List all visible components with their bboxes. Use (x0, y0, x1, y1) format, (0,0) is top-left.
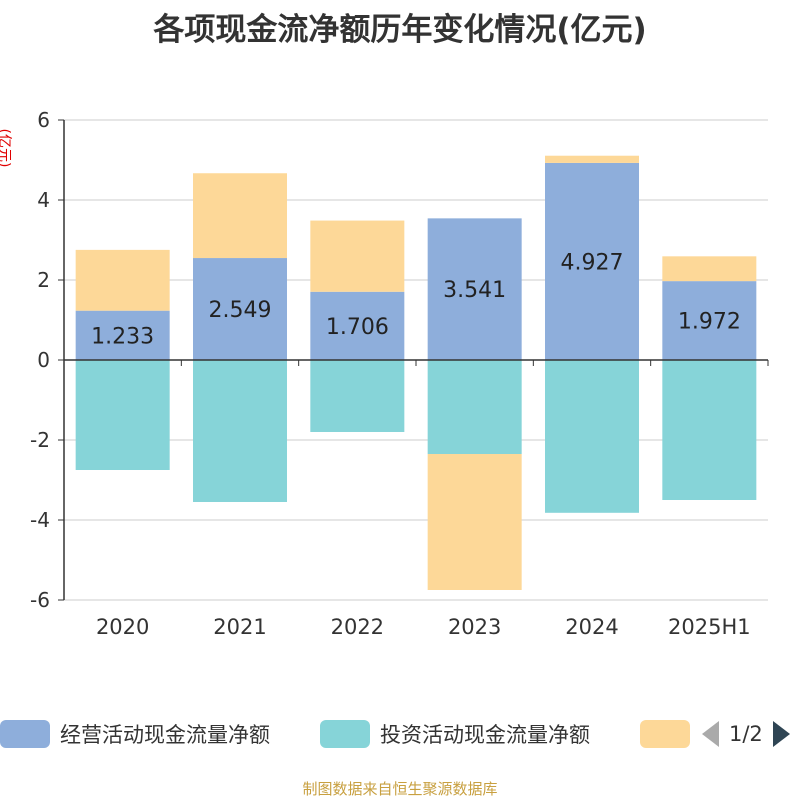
bar-series3-2024 (545, 155, 639, 163)
bar-series2-2023 (427, 360, 522, 454)
legend-item-financing[interactable] (640, 716, 690, 752)
x-tick-label: 2025H1 (668, 615, 751, 639)
data-source-note: 制图数据来自恒生聚源数据库 (302, 780, 498, 798)
bar-series1-2020 (75, 310, 170, 360)
data-label: 3.541 (443, 278, 506, 303)
bar-series1-2022 (310, 291, 405, 360)
bar-series1-2024 (545, 162, 639, 360)
legend-label-investing: 投资活动现金流量净额 (380, 723, 590, 747)
legend-swatch-investing (320, 720, 370, 748)
legend-page-indicator: 1/2 (729, 722, 763, 746)
legend-item-investing[interactable]: 投资活动现金流量净额 (320, 716, 590, 752)
bar-chart: 6 4 2 0 -2 -4 -6 1.233 2.549 1.706 3.541 4.927 1.972… (30, 108, 769, 639)
y-tick-label: 6 (37, 108, 50, 132)
y-tick-label: -4 (30, 508, 50, 532)
x-tick-label: 2020 (96, 615, 149, 639)
legend-pager: 1/2 (702, 716, 790, 752)
bar-series2-2021 (193, 360, 287, 502)
y-tick-label: 4 (37, 188, 50, 212)
y-tick-label: -6 (30, 588, 50, 612)
bar-series2-2024 (545, 360, 639, 513)
legend-item-operating[interactable]: 经营活动现金流量净额 (0, 716, 270, 752)
x-tick-label: 2022 (331, 615, 384, 639)
x-tick-label: 2021 (213, 615, 266, 639)
y-tick-label: 2 (37, 268, 50, 292)
bar-series3-2025H1 (662, 256, 757, 282)
bar-series2-2020 (75, 360, 170, 470)
data-label: 1.706 (326, 315, 389, 340)
bar-series3-2023 (427, 454, 522, 590)
bar-series3-2022 (310, 220, 405, 292)
y-tick-label: 0 (37, 348, 50, 372)
data-label: 1.233 (91, 324, 154, 349)
bar-series2-2022 (310, 360, 405, 432)
data-label: 2.549 (209, 298, 272, 323)
x-tick-label: 2023 (448, 615, 501, 639)
legend: 经营活动现金流量净额 投资活动现金流量净额 1/2 (0, 716, 800, 756)
bar-series1-2021 (193, 258, 287, 360)
bar-series3-2021 (193, 173, 287, 259)
legend-next-page-icon[interactable] (772, 721, 790, 747)
legend-swatch-operating (0, 720, 50, 748)
bar-series1-2023 (427, 218, 522, 360)
y-tick-label: -2 (30, 428, 50, 452)
legend-prev-page-icon[interactable] (702, 721, 719, 747)
chart-title: 各项现金流净额历年变化情况(亿元) (153, 12, 647, 48)
legend-label-operating: 经营活动现金流量净额 (60, 723, 270, 747)
data-label: 1.972 (678, 310, 741, 335)
bar-series2-2025H1 (662, 360, 757, 500)
bar-series1-2025H1 (662, 281, 757, 360)
data-label: 4.927 (561, 250, 624, 275)
x-tick-label: 2024 (565, 615, 618, 639)
legend-swatch-financing (640, 720, 690, 748)
bar-series3-2020 (75, 249, 170, 311)
